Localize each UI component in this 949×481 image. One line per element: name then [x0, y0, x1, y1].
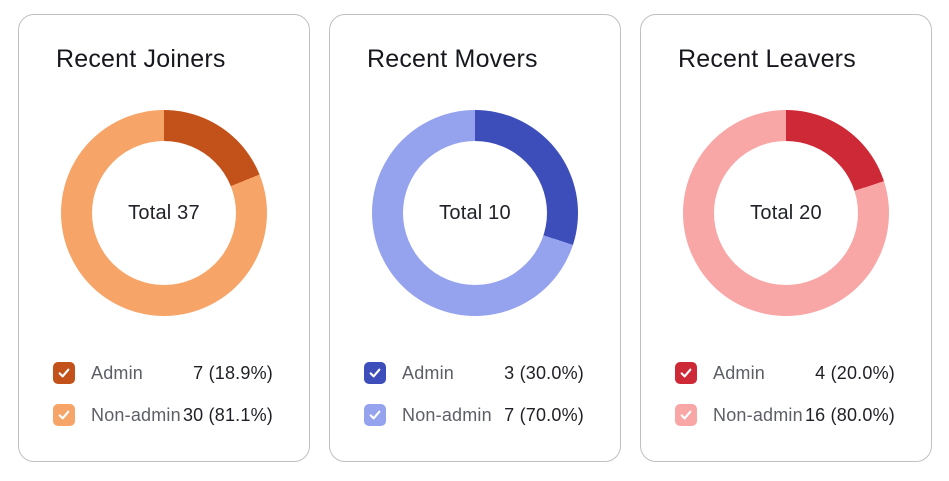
- donut-center: Total 20: [714, 141, 858, 285]
- donut-center: Total 10: [403, 141, 547, 285]
- legend-label: Admin: [713, 362, 766, 383]
- legend-label: Non-admin: [713, 404, 803, 425]
- admin-checkbox[interactable]: [675, 362, 697, 384]
- legend-label: Non-admin: [91, 404, 181, 425]
- legend-value: 7 (70.0%): [504, 404, 584, 425]
- legend-row-non-admin[interactable]: Non-admin 30 (81.1%): [53, 404, 273, 426]
- card-title: Recent Movers: [367, 45, 538, 73]
- checkmark-icon: [680, 368, 692, 378]
- admin-checkbox[interactable]: [53, 362, 75, 384]
- checkmark-icon: [680, 410, 692, 420]
- card-recent-leavers: Recent Leavers Total 20 Admin 4 (20.0%) …: [640, 14, 932, 462]
- donut-chart-movers[interactable]: Total 10: [372, 110, 578, 316]
- admin-checkbox[interactable]: [364, 362, 386, 384]
- non-admin-checkbox[interactable]: [364, 404, 386, 426]
- checkmark-icon: [58, 368, 70, 378]
- checkmark-icon: [58, 410, 70, 420]
- legend-value: 30 (81.1%): [182, 404, 273, 425]
- donut-chart-leavers[interactable]: Total 20: [683, 110, 889, 316]
- legend: Admin 4 (20.0%) Non-admin 16 (80.0%): [675, 362, 895, 426]
- legend-value: 3 (30.0%): [504, 362, 584, 383]
- legend-row-non-admin[interactable]: Non-admin 16 (80.0%): [675, 404, 895, 426]
- non-admin-checkbox[interactable]: [53, 404, 75, 426]
- legend-row-admin[interactable]: Admin 4 (20.0%): [675, 362, 895, 384]
- card-title: Recent Joiners: [56, 45, 226, 73]
- donut-total-label: Total 10: [439, 201, 511, 224]
- legend: Admin 3 (30.0%) Non-admin 7 (70.0%): [364, 362, 584, 426]
- legend-row-non-admin[interactable]: Non-admin 7 (70.0%): [364, 404, 584, 426]
- legend-label: Admin: [91, 362, 144, 383]
- legend: Admin 7 (18.9%) Non-admin 30 (81.1%): [53, 362, 273, 426]
- legend-row-admin[interactable]: Admin 7 (18.9%): [53, 362, 273, 384]
- donut-total-label: Total 37: [128, 201, 200, 224]
- card-title: Recent Leavers: [678, 45, 856, 73]
- legend-value: 7 (18.9%): [193, 362, 273, 383]
- card-recent-joiners: Recent Joiners Total 37 Admin 7 (18.9%) …: [18, 14, 310, 462]
- donut-total-label: Total 20: [750, 201, 822, 224]
- legend-row-admin[interactable]: Admin 3 (30.0%): [364, 362, 584, 384]
- non-admin-checkbox[interactable]: [675, 404, 697, 426]
- legend-label: Admin: [402, 362, 455, 383]
- legend-value: 16 (80.0%): [804, 404, 895, 425]
- legend-value: 4 (20.0%): [815, 362, 895, 383]
- legend-label: Non-admin: [402, 404, 492, 425]
- card-recent-movers: Recent Movers Total 10 Admin 3 (30.0%) N…: [329, 14, 621, 462]
- checkmark-icon: [369, 368, 381, 378]
- checkmark-icon: [369, 410, 381, 420]
- donut-center: Total 37: [92, 141, 236, 285]
- donut-chart-joiners[interactable]: Total 37: [61, 110, 267, 316]
